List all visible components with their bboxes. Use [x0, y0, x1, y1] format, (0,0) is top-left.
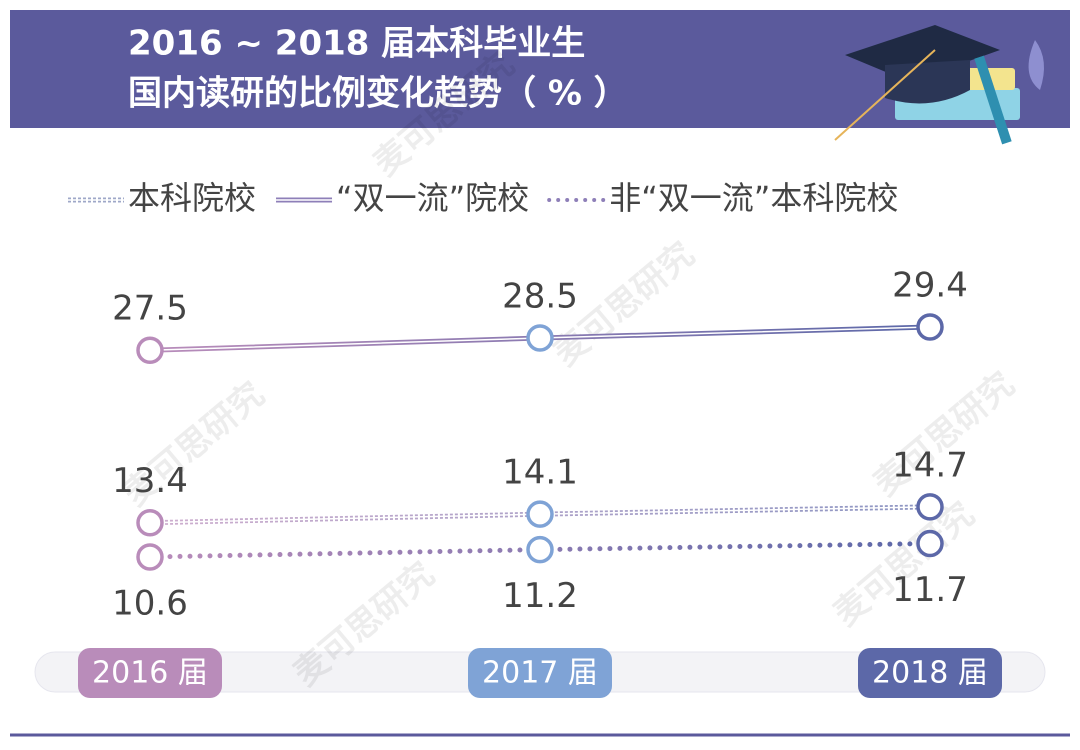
chart-title: 2016 ~ 2018 届本科毕业生 — [128, 24, 585, 64]
chart-subtitle: 国内读研的比例变化趋势（ % ） — [128, 74, 628, 114]
point-marker — [916, 313, 944, 341]
point-marker — [916, 529, 944, 558]
data-label: 11.2 — [502, 576, 578, 616]
x-tick-label: 2016 届 — [92, 656, 208, 691]
data-label: 11.7 — [892, 570, 968, 610]
point-marker — [136, 543, 164, 571]
illustration — [834, 25, 1044, 145]
x-tick-label: 2018 届 — [872, 656, 988, 691]
data-label: 29.4 — [892, 266, 968, 306]
data-label: 10.6 — [112, 584, 188, 624]
point-marker — [916, 493, 944, 521]
data-label: 13.4 — [112, 461, 188, 501]
legend-label: 本科院校 — [128, 179, 256, 217]
legend-label: “双一流”院校 — [336, 179, 529, 217]
point-marker — [526, 535, 554, 564]
x-tick-label: 2017 届 — [482, 656, 598, 691]
category-pill — [468, 648, 612, 698]
data-label: 14.1 — [502, 453, 578, 493]
watermark: 麦可思研究 — [826, 494, 982, 634]
legend-label: 非“双一流”本科院校 — [609, 179, 898, 217]
point-marker — [526, 324, 554, 352]
category-pill — [858, 648, 1002, 698]
point-marker — [136, 336, 164, 364]
point-marker — [136, 508, 164, 537]
point-marker — [526, 500, 554, 528]
category-pill — [78, 648, 222, 698]
data-label: 28.5 — [502, 277, 578, 317]
data-label: 14.7 — [892, 445, 968, 485]
data-label: 27.5 — [112, 289, 188, 329]
